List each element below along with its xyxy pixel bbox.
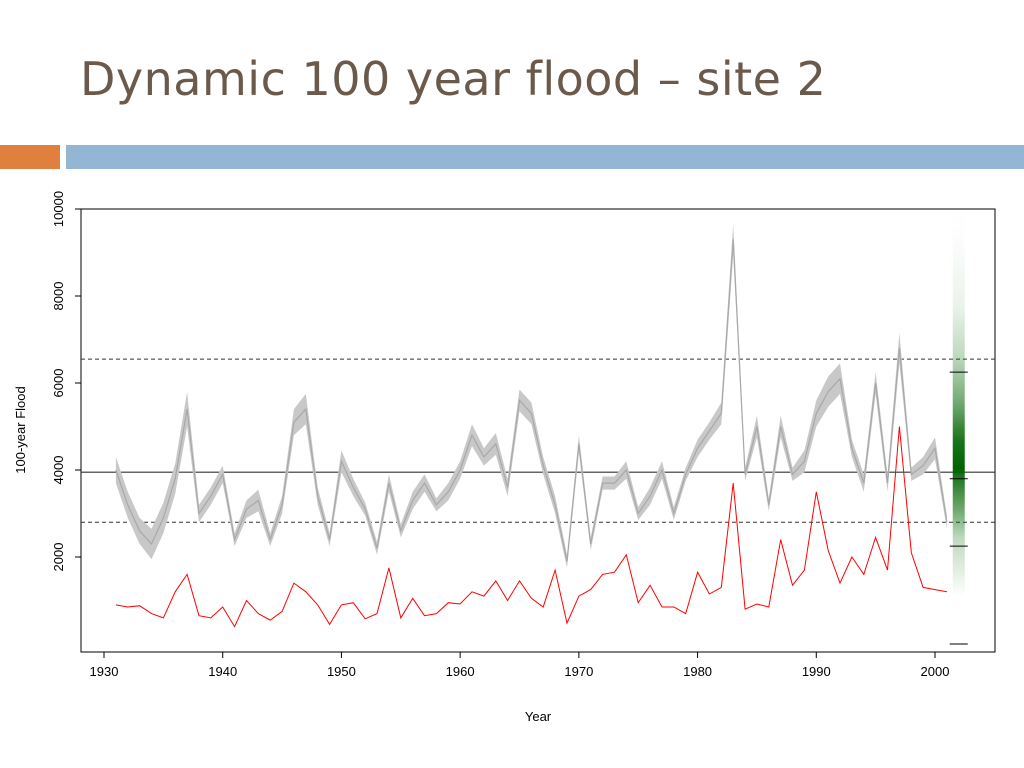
x-tick-label-1940: 1940	[208, 664, 237, 679]
y-tick-label-8000: 8000	[51, 282, 66, 311]
plot-frame	[80, 208, 996, 653]
title-accent-bar-blue	[66, 145, 1024, 169]
slide-title: Dynamic 100 year flood – site 2	[80, 52, 827, 106]
y-tick-label-6000: 6000	[51, 369, 66, 398]
x-tick-label-1950: 1950	[327, 664, 356, 679]
density-bar	[952, 209, 965, 597]
plot-area: 1930 1940 1950 1960 1970 1980 1990 2000 2000 4000…	[13, 191, 996, 724]
x-tick-label-1980: 1980	[683, 664, 712, 679]
x-tick-label-1970: 1970	[564, 664, 593, 679]
x-tick-label-1960: 1960	[446, 664, 475, 679]
x-tick-label-1990: 1990	[802, 664, 831, 679]
dynamic-flood-line	[115, 239, 948, 562]
y-tick-label-2000: 2000	[51, 543, 66, 572]
flood-chart: 1930 1940 1950 1960 1970 1980 1990 2000 2000 4000…	[13, 191, 996, 724]
x-tick-label-2000: 2000	[921, 664, 950, 679]
annual-flood-line	[115, 426, 947, 628]
x-tick-label-1930: 1930	[90, 664, 119, 679]
x-axis-title: Year	[525, 709, 552, 724]
y-axis-title: 100-year Flood	[13, 386, 28, 473]
y-tick-label-10000: 10000	[51, 191, 66, 227]
y-tick-label-4000: 4000	[51, 456, 66, 485]
title-accent-bar-orange	[0, 145, 60, 169]
